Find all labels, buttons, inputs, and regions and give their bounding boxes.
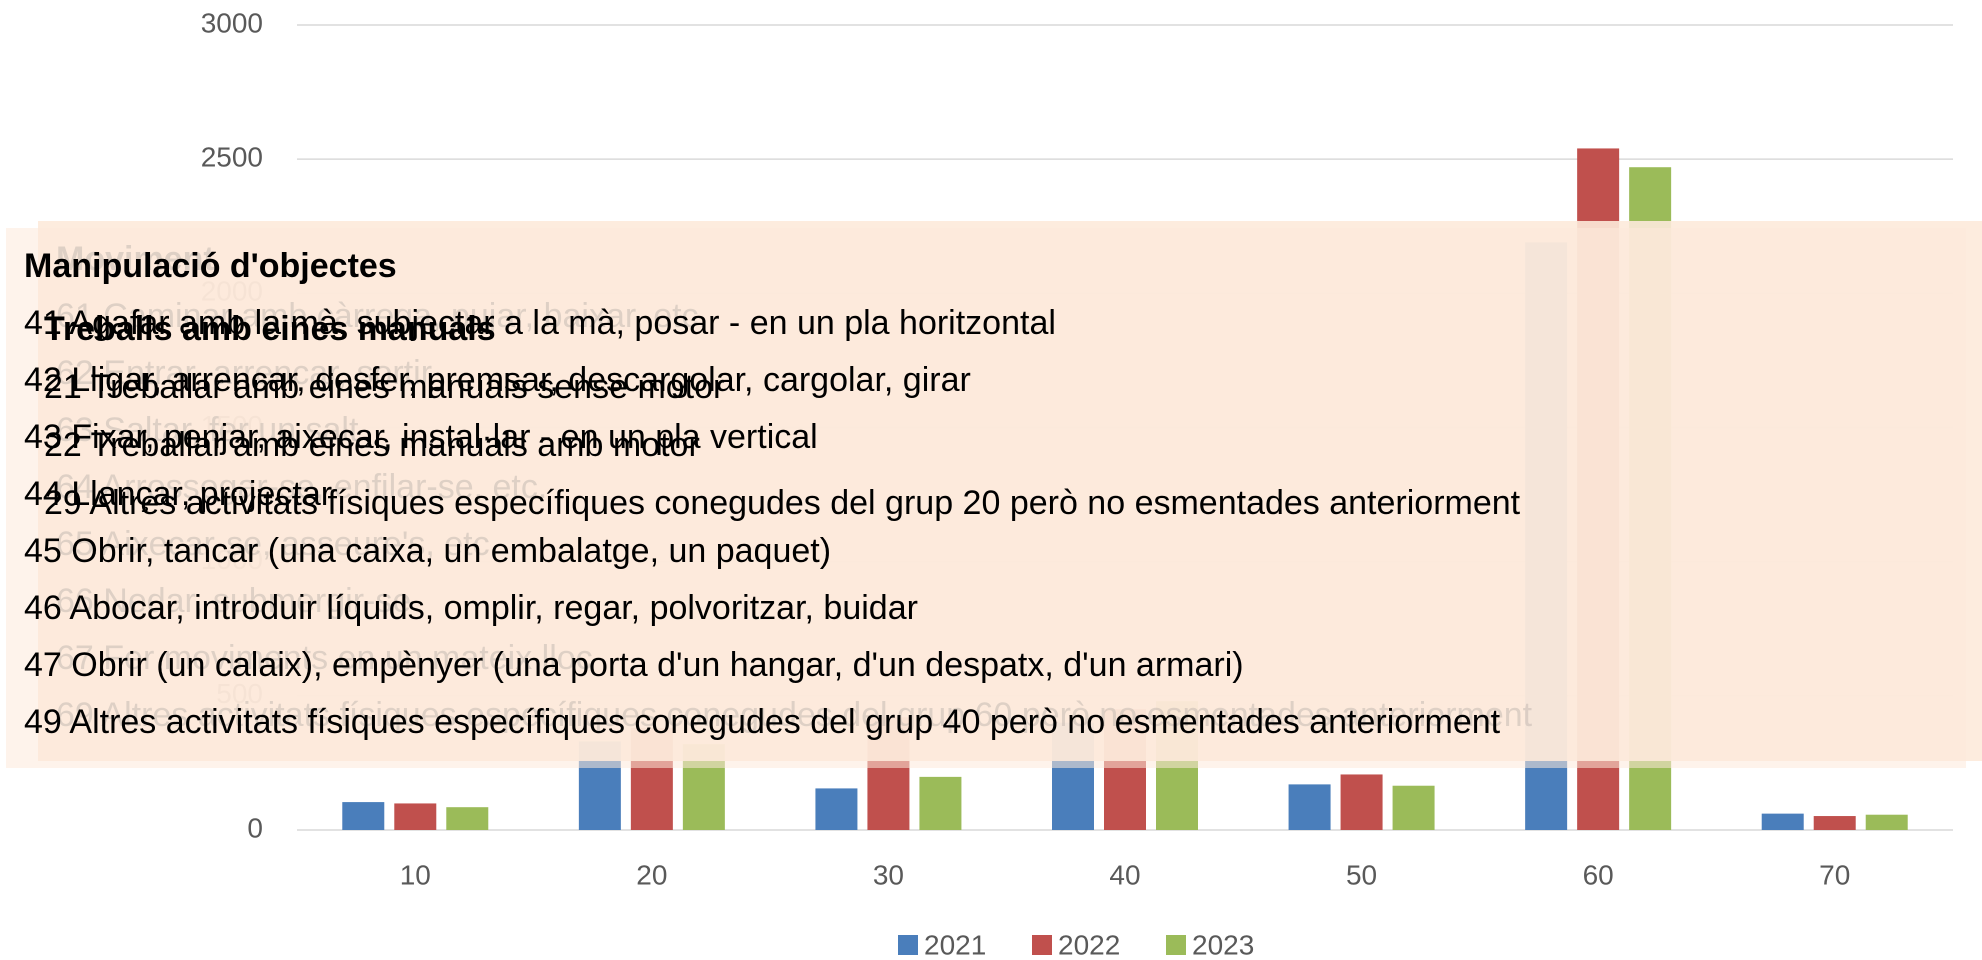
bar (446, 807, 489, 830)
x-tick-label: 20 (636, 859, 667, 890)
x-tick-label: 50 (1346, 859, 1377, 890)
bar (1761, 813, 1804, 830)
y-tick-label: 3000 (201, 7, 263, 38)
tooltip: Manipulació d'objectes 41 Agafar amb la m… (6, 228, 1966, 768)
tooltip-item: 21 Treballar amb eines manuals sense mot… (44, 368, 725, 406)
tooltip-item: 44 Llançar, projectar (24, 475, 333, 513)
bar (919, 776, 962, 830)
legend-label: 2021 (924, 929, 986, 960)
tooltip-item: 41 Agafar amb la mà, subjectar a la mà, … (24, 304, 1056, 342)
tooltip-item: 47 Obrir (un calaix), empènyer (una port… (24, 646, 1244, 684)
tooltip-item: 29 Altres activitats físiques específiqu… (44, 484, 1521, 522)
bar (342, 802, 385, 830)
bar (394, 803, 437, 830)
y-tick-label: 0 (247, 812, 263, 843)
bar (1288, 784, 1331, 830)
x-tick-label: 70 (1819, 859, 1850, 890)
bar (1865, 814, 1908, 830)
x-tick-label: 40 (1109, 859, 1140, 890)
bar (1340, 774, 1383, 830)
legend-swatch (898, 935, 918, 955)
tooltip: Treballs amb eines manuals 21 Treballar a… (26, 288, 1538, 542)
tooltip-item: 49 Altres activitats físiques específiqu… (24, 703, 1501, 741)
x-tick-label: 10 (400, 859, 431, 890)
tooltip-title: Manipulació d'objectes (24, 247, 397, 285)
legend-swatch (1032, 935, 1052, 955)
y-tick-label: 2500 (201, 142, 263, 173)
tooltip-title: Treballs amb eines manuals (44, 310, 496, 348)
tooltip-item: 45 Obrir, tancar (una caixa, un embalatg… (24, 532, 832, 570)
legend-label: 2023 (1192, 929, 1254, 960)
tooltip-item: 42 Lligar, arrencar, desfer, premsar, de… (24, 361, 971, 399)
legend-label: 2022 (1058, 929, 1120, 960)
x-tick-label: 60 (1583, 859, 1614, 890)
tooltip-item: 22 Treballar amb eines manuals amb motor (44, 426, 700, 464)
legend-swatch (1166, 935, 1186, 955)
bar (1813, 816, 1856, 830)
tooltip-item: 46 Abocar, introduir líquids, omplir, re… (24, 589, 918, 627)
bar (815, 788, 858, 830)
tooltip-item: 43 Fixar, penjar, aixecar, instal·lar - … (24, 418, 818, 456)
bar (1392, 785, 1435, 830)
x-tick-label: 30 (873, 859, 904, 890)
